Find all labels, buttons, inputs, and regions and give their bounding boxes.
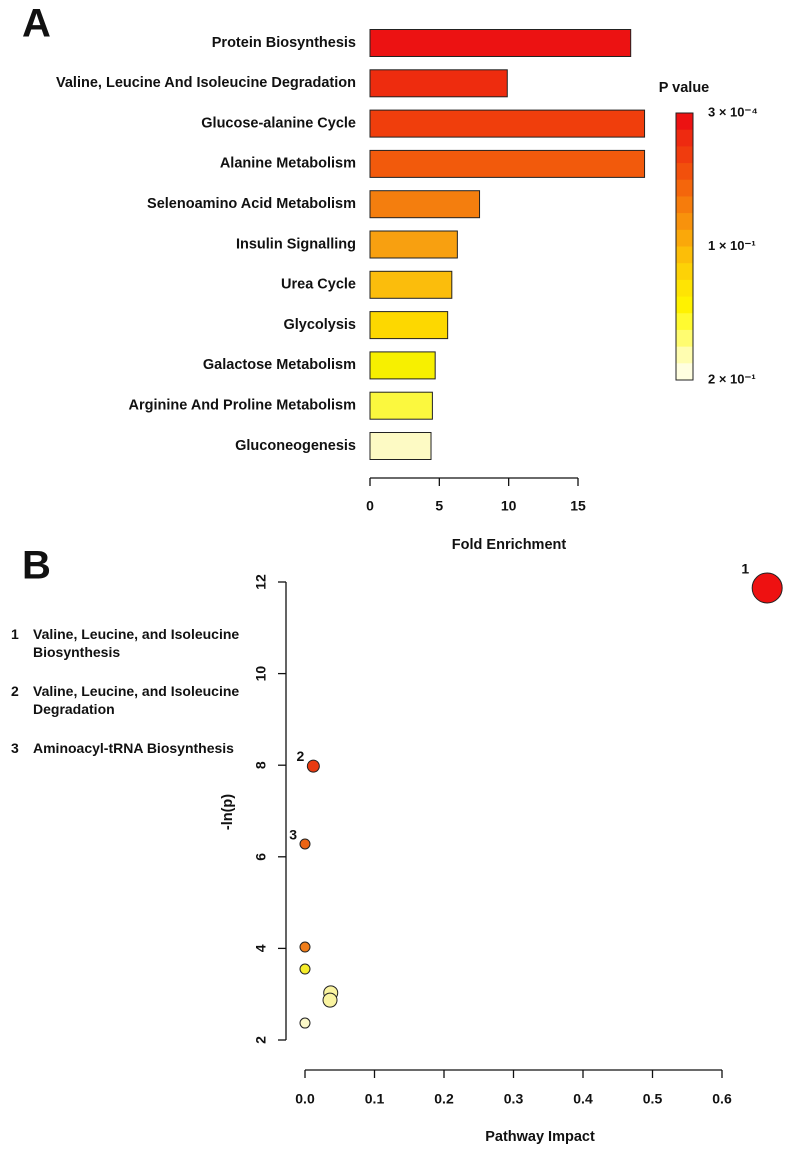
point [306,759,320,773]
y-tick-label: 4 [253,944,269,952]
colorbar-step [676,229,693,247]
y-tick-label: 12 [253,574,269,590]
legend-number: 2 [11,683,19,699]
category-label: Gluconeogenesis [235,438,356,454]
category-label: Valine, Leucine And Isoleucine Degradati… [56,75,356,91]
category-label: Alanine Metabolism [220,156,356,172]
category-label: Selenoamino Acid Metabolism [147,196,356,212]
colorbar-step [676,196,693,214]
y-axis-title: -ln(p) [220,794,236,830]
y-tick-label: 8 [253,761,269,769]
legend-text: Aminoacyl-tRNA Biosynthesis [33,740,234,756]
colorbar-step [676,313,693,331]
bar [369,69,508,98]
colorbar-title: P value [659,80,710,96]
point-label: 2 [297,748,305,764]
colorbar-step [676,363,693,381]
panel-label: A [22,2,51,46]
x-tick-label: 0.2 [434,1091,454,1107]
category-label: Galactose Metabolism [203,357,356,373]
x-tick-label: 0.0 [295,1091,315,1107]
colorbar-step [676,296,693,314]
point [299,941,311,953]
colorbar-step [676,213,693,231]
colorbar-step [676,113,693,131]
point [299,1017,311,1029]
colorbar-step [676,329,693,348]
point [751,572,783,604]
bar [369,311,449,340]
x-tick-label: 0.6 [712,1091,732,1107]
category-label: Glucose-alanine Cycle [201,115,356,131]
point [299,838,311,850]
bar [369,149,646,178]
x-tick-label: 10 [501,498,517,514]
bar [369,29,632,57]
category-label: Urea Cycle [281,277,356,293]
colorbar-label: 3 × 10⁻⁴ [708,104,758,119]
x-axis-title: Fold Enrichment [452,537,567,553]
category-label: Insulin Signalling [236,236,356,252]
bar [369,432,432,460]
bar [369,391,433,420]
x-axis-title: Pathway Impact [485,1129,595,1145]
x-tick-label: 0.3 [504,1091,524,1107]
x-tick-label: 0 [366,498,374,514]
point [299,963,311,975]
y-tick-label: 2 [253,1036,269,1044]
legend-number: 1 [11,626,19,642]
bar [369,270,453,299]
y-tick-label: 10 [253,666,269,682]
x-tick-label: 0.1 [365,1091,385,1107]
legend-text: Valine, Leucine, and Isoleucine Biosynth… [33,626,240,660]
y-tick-label: 6 [253,853,269,861]
category-label: Protein Biosynthesis [212,35,356,51]
point-label: 3 [289,827,297,843]
colorbar-step [676,163,693,181]
bar [369,230,458,259]
colorbar-step [676,179,693,197]
point [322,992,338,1008]
colorbar-label: 1 × 10⁻¹ [708,238,756,253]
bar [369,109,646,138]
category-label: Arginine And Proline Metabolism [129,398,356,414]
bar [369,351,436,380]
colorbar-step [676,279,693,298]
legend-text: Valine, Leucine, and Isoleucine Degradat… [33,683,240,717]
x-tick-label: 15 [570,498,586,514]
colorbar-step [676,129,693,147]
panel-label: B [22,544,51,588]
colorbar-step [676,346,693,364]
x-tick-label: 0.4 [573,1091,593,1107]
category-label: Glycolysis [283,317,356,333]
colorbar-step [676,246,693,264]
legend-number: 3 [11,740,19,756]
bar [369,190,481,219]
point-label: 1 [741,561,749,577]
colorbar-step [676,263,693,281]
colorbar-label: 2 × 10⁻¹ [708,371,756,386]
colorbar-frame [675,112,694,381]
x-tick-label: 0.5 [643,1091,663,1107]
colorbar-step [676,146,693,164]
x-tick-label: 5 [435,498,443,514]
